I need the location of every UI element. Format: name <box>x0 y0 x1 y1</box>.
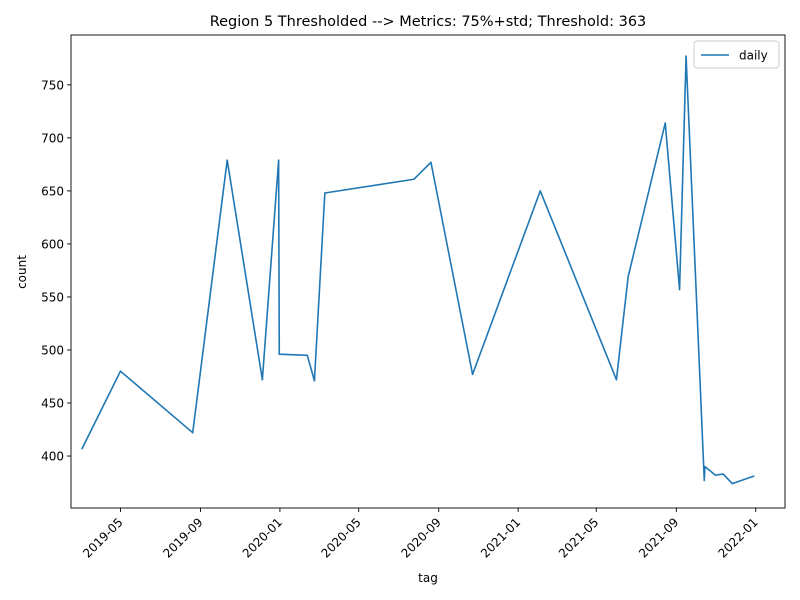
data-point <box>722 473 724 475</box>
chart-title: Region 5 Thresholded --> Metrics: 75%+st… <box>210 14 647 30</box>
data-point <box>539 190 542 192</box>
data-point <box>685 55 687 58</box>
data-point <box>664 122 667 124</box>
plot-area <box>70 34 786 509</box>
legend: daily <box>693 40 780 69</box>
data-point <box>678 288 681 291</box>
y-tick-label: 400 <box>41 450 64 464</box>
data-point <box>704 465 706 468</box>
y-tick-label: 650 <box>41 184 64 198</box>
data-point <box>731 482 734 485</box>
data-point <box>703 479 706 482</box>
data-point <box>714 474 717 476</box>
data-point <box>615 378 618 381</box>
data-point <box>627 276 629 278</box>
y-tick-label: 700 <box>41 131 64 145</box>
y-tick-label: 600 <box>41 237 64 251</box>
data-point <box>313 379 316 382</box>
data-point <box>81 447 83 450</box>
data-point <box>306 354 309 357</box>
data-point <box>413 178 415 181</box>
y-tick-label: 450 <box>41 397 64 411</box>
data-point <box>226 159 229 161</box>
data-point <box>430 161 432 164</box>
y-axis-ticks: 400 450 500 550 600 650 700 750 <box>41 78 71 464</box>
data-point <box>324 192 326 194</box>
y-tick-label: 500 <box>41 343 64 357</box>
legend-box <box>693 40 780 69</box>
y-tick-label: 550 <box>41 290 64 304</box>
data-point <box>278 353 281 356</box>
data-point <box>277 159 280 161</box>
data-point <box>752 475 755 477</box>
x-axis-label: tag <box>418 571 438 585</box>
legend-label: daily <box>739 49 768 63</box>
axes-frame <box>70 34 786 509</box>
y-tick-label: 750 <box>41 78 64 92</box>
data-point <box>191 431 194 434</box>
data-point <box>261 378 264 381</box>
data-point <box>471 373 474 376</box>
data-point <box>119 370 122 372</box>
y-axis-label: count <box>15 255 29 289</box>
